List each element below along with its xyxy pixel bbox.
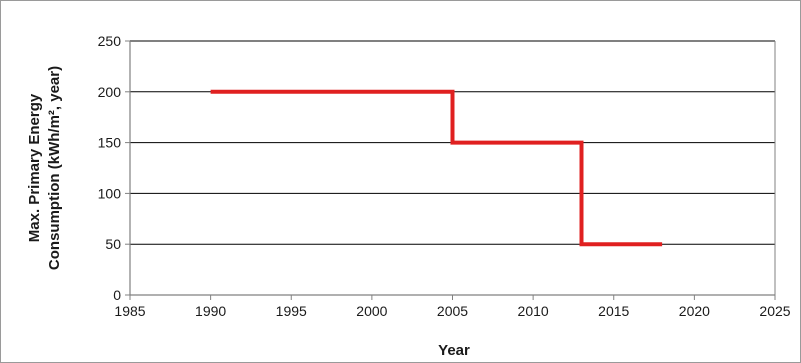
x-tick-label-2015: 2015 [598, 303, 629, 319]
y-tick-label-150: 150 [98, 135, 122, 151]
y-tick-label-50: 50 [105, 236, 121, 252]
y-axis-title-line-1: Max. Primary Energy [26, 93, 43, 242]
series-layer [210, 89, 663, 247]
x-tick-label-2000: 2000 [356, 303, 387, 319]
series-line-0 [210, 89, 663, 247]
x-axis-title: Year [438, 342, 470, 359]
axis-layer: 0 50 100 150 200 250 1985 1990 1995 2000 2005 2010 2… [98, 33, 791, 319]
x-tick-label-2025: 2025 [759, 303, 790, 319]
x-tick-label-2005: 2005 [437, 303, 468, 319]
label-layer: Year Max. Primary Energy Consumption (kW… [26, 66, 470, 359]
x-tick-label-2010: 2010 [518, 303, 549, 319]
y-tick-label-100: 100 [98, 185, 122, 201]
x-tick-label-1995: 1995 [276, 303, 307, 319]
y-tick-label-250: 250 [98, 33, 122, 49]
y-axis-title-group: Max. Primary Energy Consumption (kWh/m²,… [26, 66, 63, 270]
x-tick-label-1985: 1985 [114, 303, 145, 319]
x-tick-label-1990: 1990 [195, 303, 226, 319]
y-tick-label-200: 200 [98, 84, 122, 100]
x-tick-label-2020: 2020 [679, 303, 710, 319]
y-axis-title-line-2: Consumption (kWh/m², year) [46, 66, 63, 270]
y-tick-label-0: 0 [113, 287, 121, 303]
